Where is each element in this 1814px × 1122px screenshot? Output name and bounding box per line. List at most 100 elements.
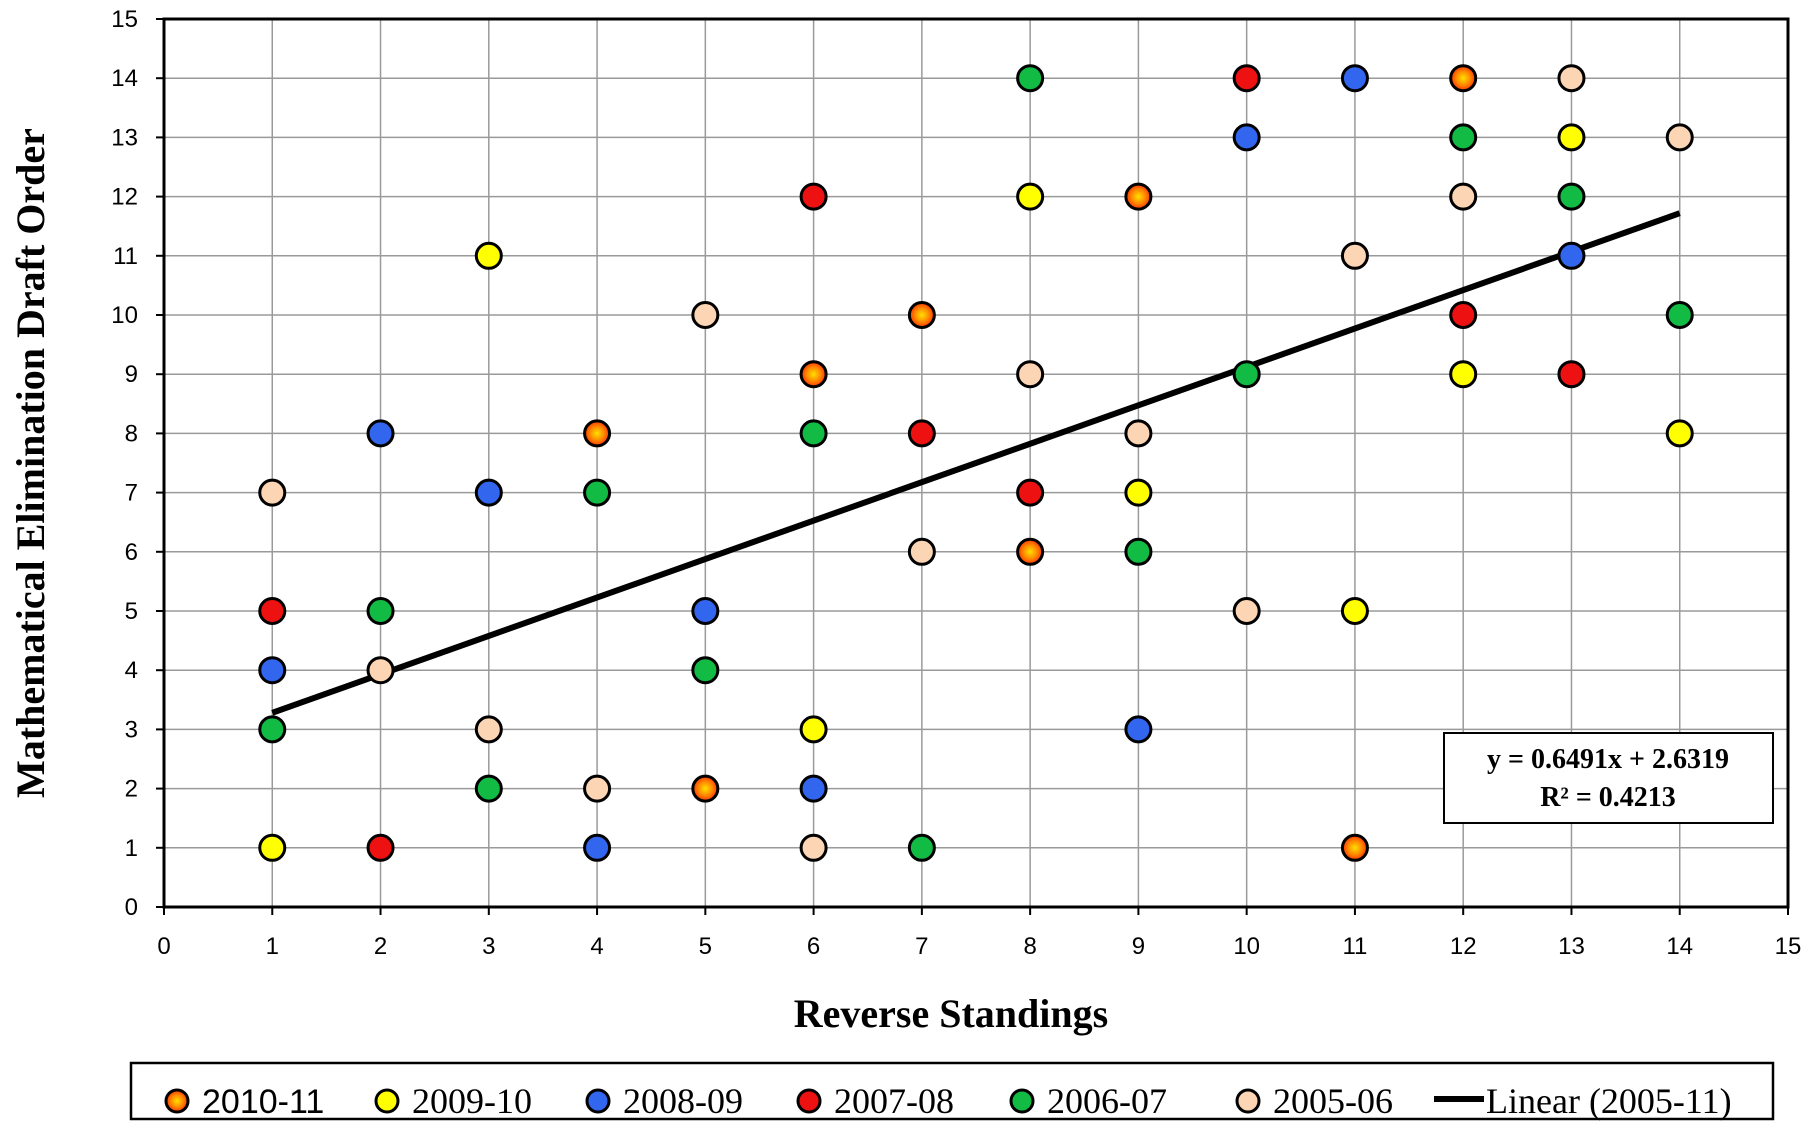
point-2010-11 [907,301,936,329]
y-tick-label: 13 [111,124,138,151]
point-2006-07 [1232,360,1261,389]
point-2008-09 [258,656,287,685]
point-2007-08 [799,182,828,211]
point-2007-08 [1449,301,1478,329]
point-2005-06 [258,478,287,507]
y-tick-label: 11 [113,243,138,270]
y-tick-label: 8 [125,420,138,447]
y-tick-label: 5 [125,598,138,625]
point-2006-07 [1124,537,1153,566]
y-tick-label: 6 [125,539,138,566]
point-2005-06 [1665,123,1694,152]
x-tick-label: 13 [1558,933,1585,960]
point-2006-07 [907,833,936,862]
x-tick-label: 8 [1023,933,1036,960]
point-2005-06 [1449,182,1478,211]
trendline-r-squared: R² = 0.4213 [1540,782,1676,813]
x-tick-label: 6 [807,933,820,960]
point-2009-10 [1016,182,1045,211]
point-2005-06 [799,833,828,862]
point-2009-10 [799,715,828,744]
point-2008-09 [474,478,503,507]
legend-marker-2006-07 [1009,1088,1035,1114]
trendline-equation: y = 0.6491x + 2.6319 [1487,744,1729,775]
y-tick-label: 7 [125,480,138,507]
point-2005-06 [1557,64,1586,93]
y-tick-label: 4 [125,657,138,684]
grid-lines [164,19,1788,907]
point-2008-09 [1124,715,1153,744]
point-2008-09 [366,419,395,448]
x-tick-label: 15 [1775,933,1802,960]
x-tick-label: 2 [374,933,387,960]
x-tick-label: 0 [157,933,170,960]
point-2010-11 [583,419,612,448]
point-2007-08 [1232,64,1261,93]
y-tick-label: 9 [125,361,138,388]
point-2006-07 [1016,64,1045,93]
point-2010-11 [799,360,828,389]
legend-marker-2005-06 [1235,1088,1261,1114]
legend-label-trendline: Linear (2005-11) [1486,1081,1732,1121]
point-2007-08 [366,833,395,862]
point-2010-11 [1016,537,1045,566]
x-tick-label: 5 [699,933,712,960]
point-2010-11 [1124,182,1153,211]
point-2009-10 [1665,419,1694,448]
point-2006-07 [366,597,395,625]
point-2006-07 [1449,123,1478,152]
legend-marker-2007-08 [796,1088,822,1114]
point-2008-09 [583,833,612,862]
y-tick-label: 14 [111,65,138,92]
point-2005-06 [583,774,612,803]
point-2005-06 [691,301,720,329]
x-tick-label: 11 [1342,933,1367,960]
legend-label-2005-06: 2005-06 [1273,1081,1393,1121]
point-2005-06 [1124,419,1153,448]
point-2007-08 [1557,360,1586,389]
point-2005-06 [907,537,936,566]
legend-label-2007-08: 2007-08 [834,1081,954,1121]
x-tick-label: 4 [590,933,603,960]
point-2005-06 [1340,241,1369,270]
point-2009-10 [258,833,287,862]
point-2005-06 [1232,597,1261,625]
point-2007-08 [1016,478,1045,507]
trendline [271,210,1681,716]
point-2005-06 [474,715,503,744]
point-2006-07 [474,774,503,803]
y-tick-label: 1 [125,835,138,862]
point-2008-09 [1232,123,1261,152]
x-tick-label: 1 [266,933,279,960]
point-2008-09 [799,774,828,803]
y-tick-label: 0 [125,894,138,921]
point-2010-11 [691,774,720,803]
point-2007-08 [907,419,936,448]
point-2007-08 [258,597,287,625]
legend-label-2006-07: 2006-07 [1047,1081,1167,1121]
legend-label-2008-09: 2008-09 [623,1081,743,1121]
point-2008-09 [691,597,720,625]
legend: 2010-11 2009-10 2008-09 2007-08 2006-07 2005-… [129,1061,1775,1121]
legend-box [129,1061,1775,1121]
y-tick-label: 2 [125,776,138,803]
point-2009-10 [1124,478,1153,507]
x-tick-label: 10 [1233,933,1260,960]
point-2008-09 [1557,241,1586,270]
trendline-group [271,210,1681,716]
y-axis-title: Mathematical Elimination Draft Order [8,128,53,798]
point-2005-06 [366,656,395,685]
point-2006-07 [799,419,828,448]
legend-label-2009-10: 2009-10 [412,1081,532,1121]
legend-marker-2010-11 [164,1088,190,1114]
y-tick-label: 3 [125,716,138,743]
point-2006-07 [1665,301,1694,329]
plot-border [162,17,1790,909]
x-tick-label: 3 [482,933,495,960]
point-2005-06 [1016,360,1045,389]
point-2008-09 [1340,64,1369,93]
point-2006-07 [691,656,720,685]
x-tick-label: 9 [1132,933,1145,960]
point-2009-10 [1557,123,1586,152]
